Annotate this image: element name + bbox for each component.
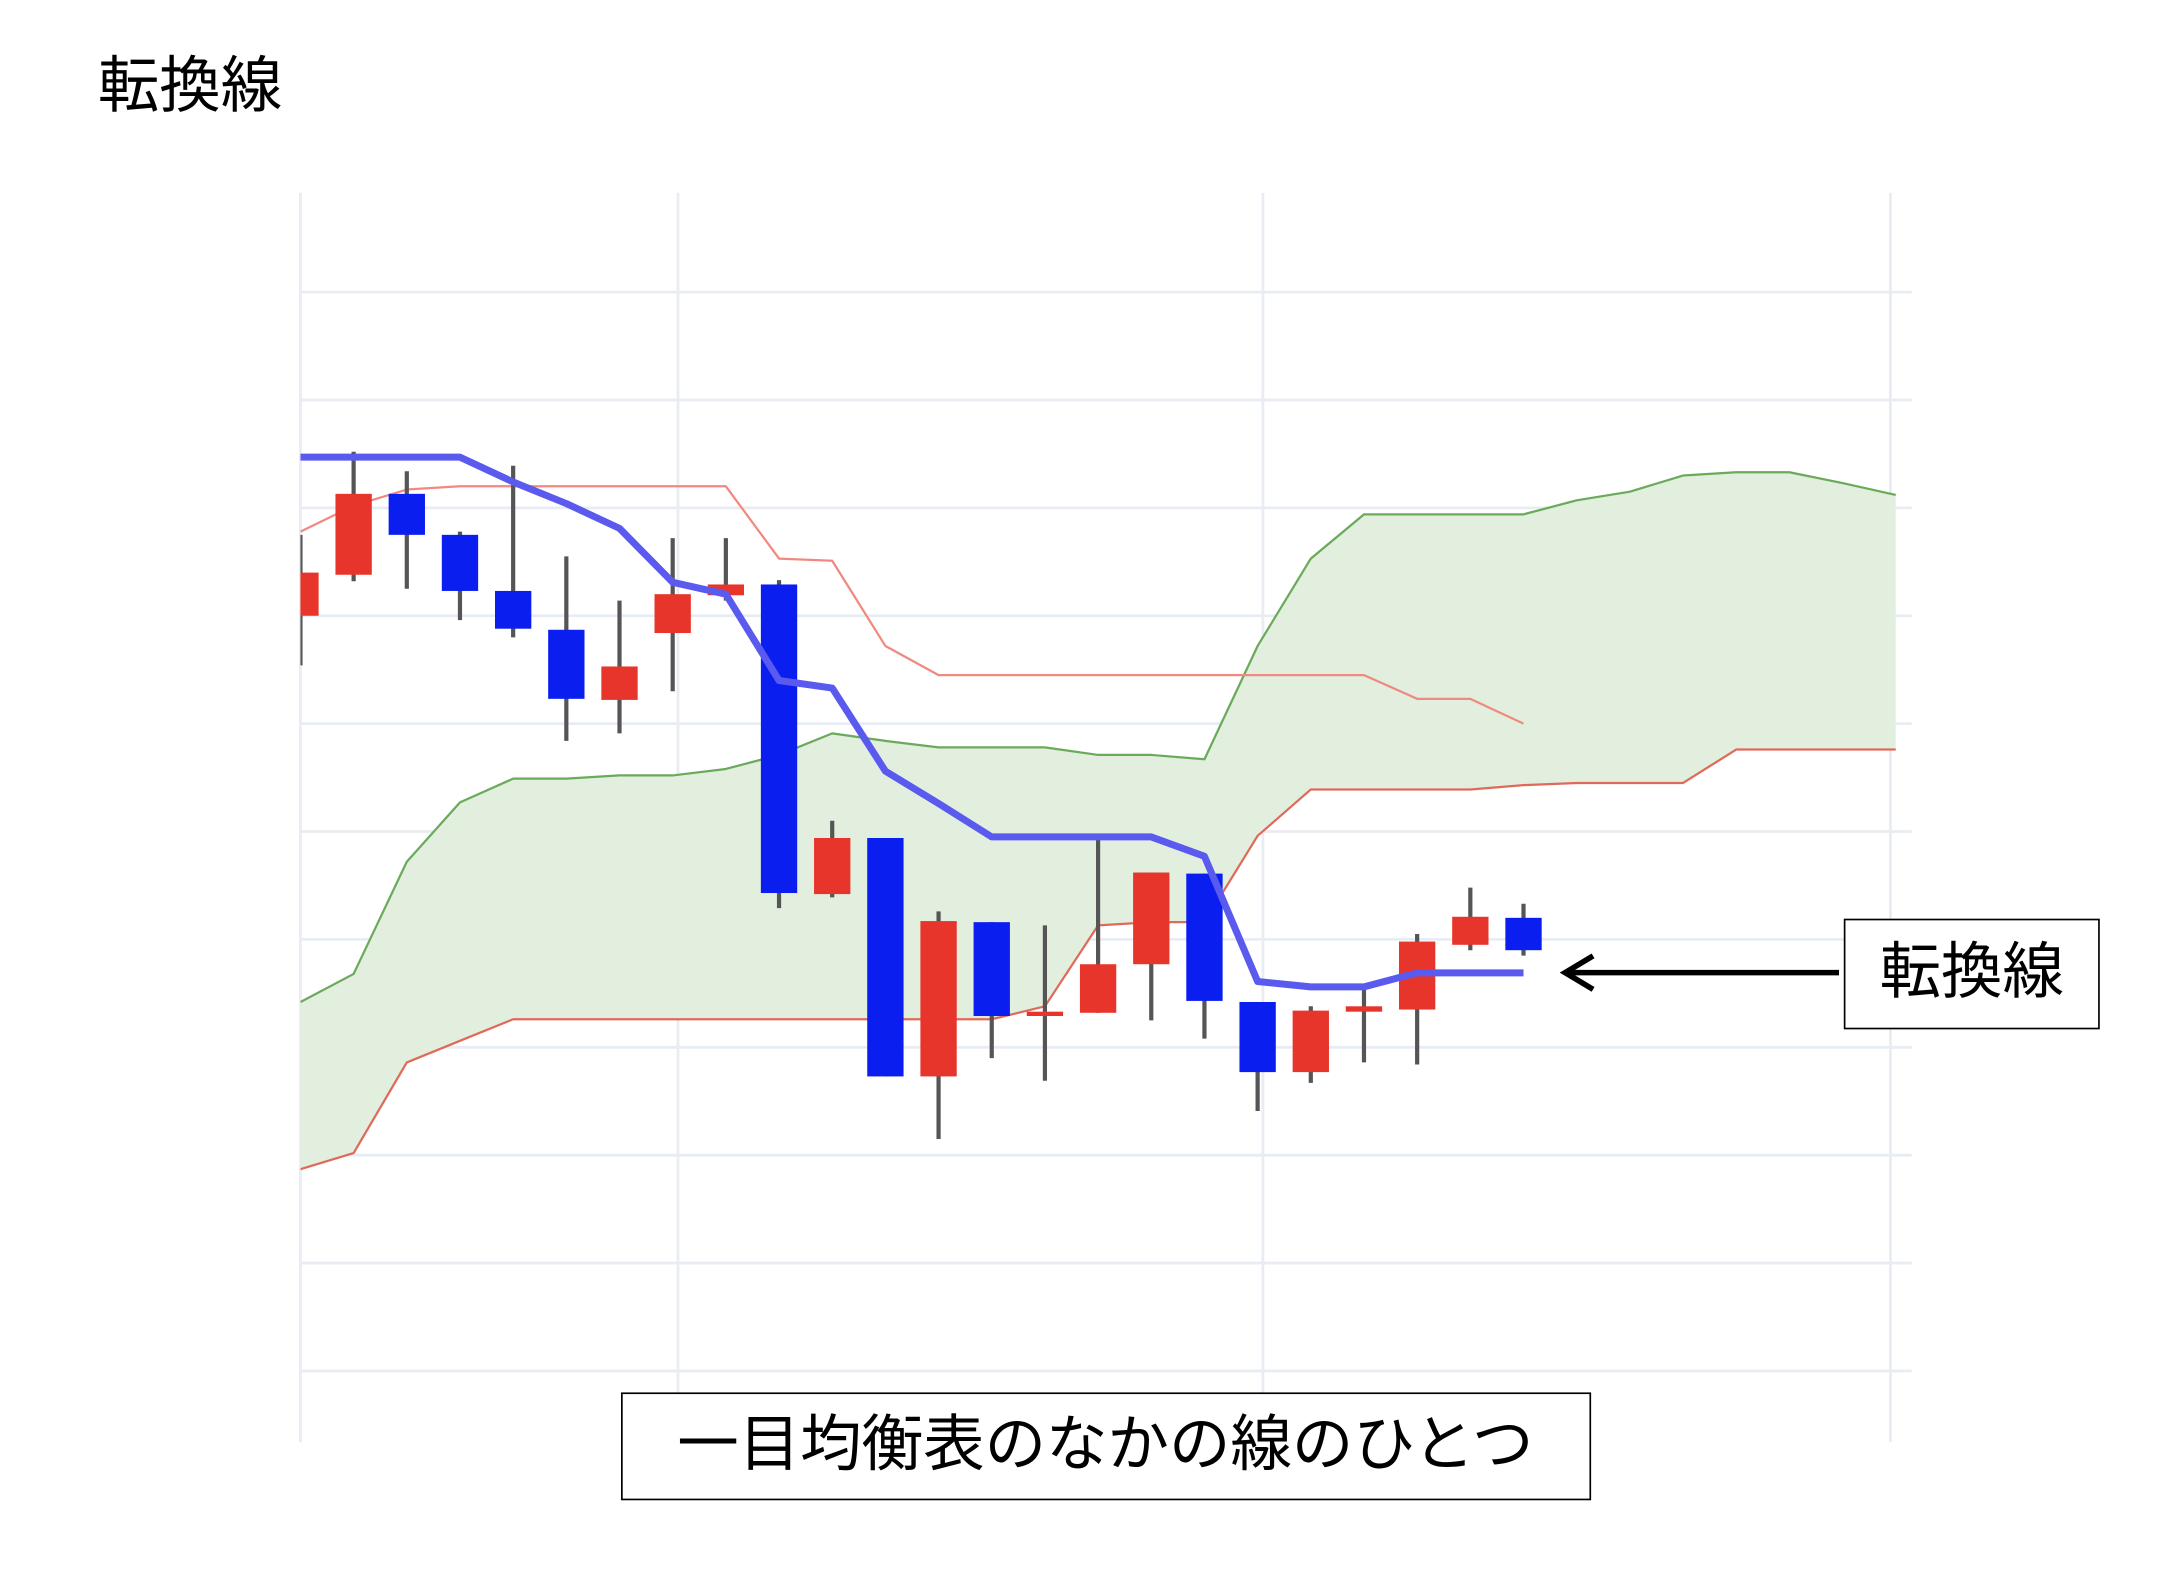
candle-body (1452, 916, 1489, 945)
annotation-box (1843, 918, 2100, 1030)
candle-body (1079, 964, 1117, 1013)
candle-body (1292, 1010, 1329, 1073)
candle-body (335, 493, 372, 575)
candle-body (300, 572, 319, 616)
candle-body (601, 666, 638, 700)
candle-body (1505, 917, 1542, 951)
plot-area (300, 451, 1896, 1171)
candle-body (654, 594, 691, 634)
candle-body (1239, 1001, 1276, 1073)
candle-body (1186, 873, 1223, 1001)
candle-body (867, 838, 904, 1077)
cloud-area (300, 472, 1896, 1170)
candle-body (388, 493, 425, 535)
candle-body (814, 838, 851, 895)
candle-body (548, 629, 585, 699)
caption: 一目均衡表のなかの線のひとつ (677, 1409, 1533, 1480)
candle-body (760, 584, 798, 894)
line (300, 485, 1524, 725)
caption-box (621, 1392, 1592, 1501)
chart-title: 転換線 (98, 51, 282, 122)
candle-body (707, 584, 745, 596)
candle-body (1345, 1006, 1383, 1012)
candle-body (1133, 872, 1170, 965)
annotation: 転換線 (1880, 937, 2064, 1008)
line (300, 453, 1524, 991)
candle-body (441, 534, 479, 591)
candle-body (920, 921, 957, 1077)
candle-body (1026, 1011, 1064, 1017)
arrow-head (1559, 953, 1595, 992)
candle-body (973, 922, 1010, 1017)
candle-body (494, 590, 532, 629)
line (300, 471, 1896, 1003)
